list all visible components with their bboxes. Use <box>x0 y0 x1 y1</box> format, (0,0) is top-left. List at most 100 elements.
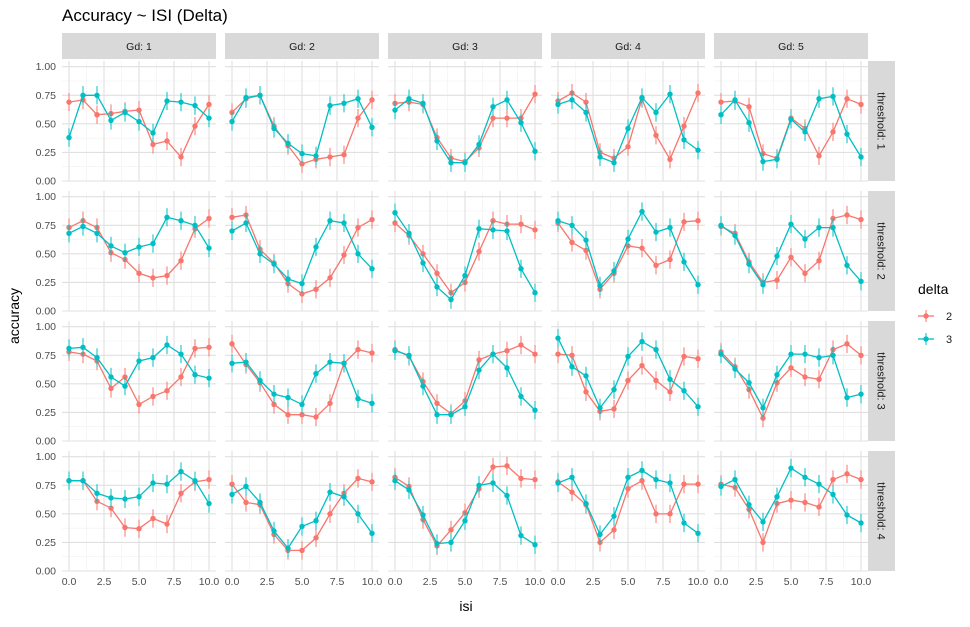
data-point <box>257 92 263 98</box>
series-3 <box>718 215 864 294</box>
row-strip-label: threshold: 1 <box>875 92 887 149</box>
data-point <box>341 494 347 500</box>
data-point <box>788 465 794 471</box>
column-strip-background <box>551 33 705 59</box>
series-3 <box>66 335 212 396</box>
data-point <box>299 523 305 530</box>
data-point <box>653 511 659 517</box>
data-point <box>299 161 305 167</box>
y-tick-label: 1.00 <box>36 321 57 333</box>
data-point <box>802 499 808 506</box>
data-point <box>434 400 440 406</box>
series-2 <box>66 338 212 414</box>
data-point <box>746 104 752 110</box>
data-point <box>639 94 645 101</box>
data-point <box>257 377 263 384</box>
data-point <box>462 518 468 524</box>
series-3 <box>66 208 212 262</box>
data-point <box>732 97 738 103</box>
data-point <box>243 499 249 506</box>
data-point <box>476 226 482 232</box>
x-tick-label: 10.0 <box>688 576 709 588</box>
data-point <box>108 495 114 501</box>
data-point <box>583 500 589 507</box>
y-tick-label: 0.25 <box>36 277 57 289</box>
data-point <box>462 272 468 279</box>
data-point <box>625 125 631 132</box>
data-point <box>830 224 836 231</box>
y-tick-label: 1.00 <box>36 61 57 73</box>
panels-layer: Gd: 1 Gd: 2 Gd: 3 Gd: 4 Gd: 5 threshold: 1 thr… <box>36 33 895 588</box>
data-point <box>476 357 482 363</box>
series-3 <box>66 86 212 147</box>
x-tick-label: 7.5 <box>167 576 182 588</box>
column-strip: Gd: 2 <box>225 33 379 59</box>
data-point <box>774 253 780 259</box>
data-point <box>434 412 440 418</box>
series-3 <box>718 459 864 533</box>
y-tick-label: 0.50 <box>36 508 57 520</box>
data-point <box>569 489 575 495</box>
data-point <box>788 497 794 503</box>
data-point <box>271 528 277 534</box>
data-point <box>136 244 142 250</box>
data-point <box>66 345 72 352</box>
data-point <box>406 230 412 236</box>
data-point <box>653 109 659 116</box>
data-point <box>788 351 794 357</box>
data-point <box>299 291 305 297</box>
x-tick-label: 5.0 <box>784 576 799 588</box>
data-point <box>760 415 766 421</box>
data-point <box>667 389 673 395</box>
data-point <box>760 282 766 288</box>
column-strip-background <box>714 33 868 59</box>
legend-key-point <box>923 336 929 342</box>
y-tick-label: 0.25 <box>36 407 57 419</box>
row-strip-background <box>868 191 895 311</box>
data-point <box>569 97 575 103</box>
data-point <box>206 375 212 381</box>
data-point <box>341 252 347 258</box>
data-point <box>532 351 538 357</box>
data-point <box>136 118 142 125</box>
data-point <box>816 481 822 487</box>
data-point <box>80 478 86 484</box>
data-point <box>369 479 375 485</box>
data-point <box>569 474 575 480</box>
data-point <box>229 341 235 347</box>
data-point <box>532 227 538 233</box>
data-point <box>448 412 454 418</box>
data-point <box>858 352 864 358</box>
data-point <box>355 511 361 517</box>
data-point <box>858 476 864 483</box>
panel-grid <box>388 191 542 312</box>
data-point <box>597 405 603 411</box>
data-point <box>653 346 659 353</box>
x-tick-label: 7.5 <box>656 576 671 588</box>
data-point <box>178 99 184 105</box>
series-3 <box>718 345 864 417</box>
data-point <box>597 283 603 289</box>
data-point <box>355 475 361 482</box>
data-point <box>122 109 128 116</box>
row-strip: threshold: 4 <box>868 451 895 571</box>
data-point <box>760 539 766 546</box>
row-strip-background <box>868 451 895 571</box>
data-point <box>816 258 822 264</box>
data-point <box>816 96 822 102</box>
data-point <box>94 230 100 236</box>
data-point <box>681 388 687 394</box>
panel-grid <box>388 321 542 442</box>
data-point <box>313 286 319 292</box>
data-point <box>108 385 114 392</box>
data-point <box>611 513 617 519</box>
data-point <box>66 99 72 105</box>
data-point <box>150 240 156 247</box>
y-tick-label: 0.00 <box>36 566 57 578</box>
legend-title: delta <box>918 281 949 297</box>
data-point <box>583 237 589 243</box>
data-point <box>667 156 673 162</box>
data-point <box>122 250 128 256</box>
data-point <box>150 275 156 281</box>
data-point <box>504 228 510 234</box>
